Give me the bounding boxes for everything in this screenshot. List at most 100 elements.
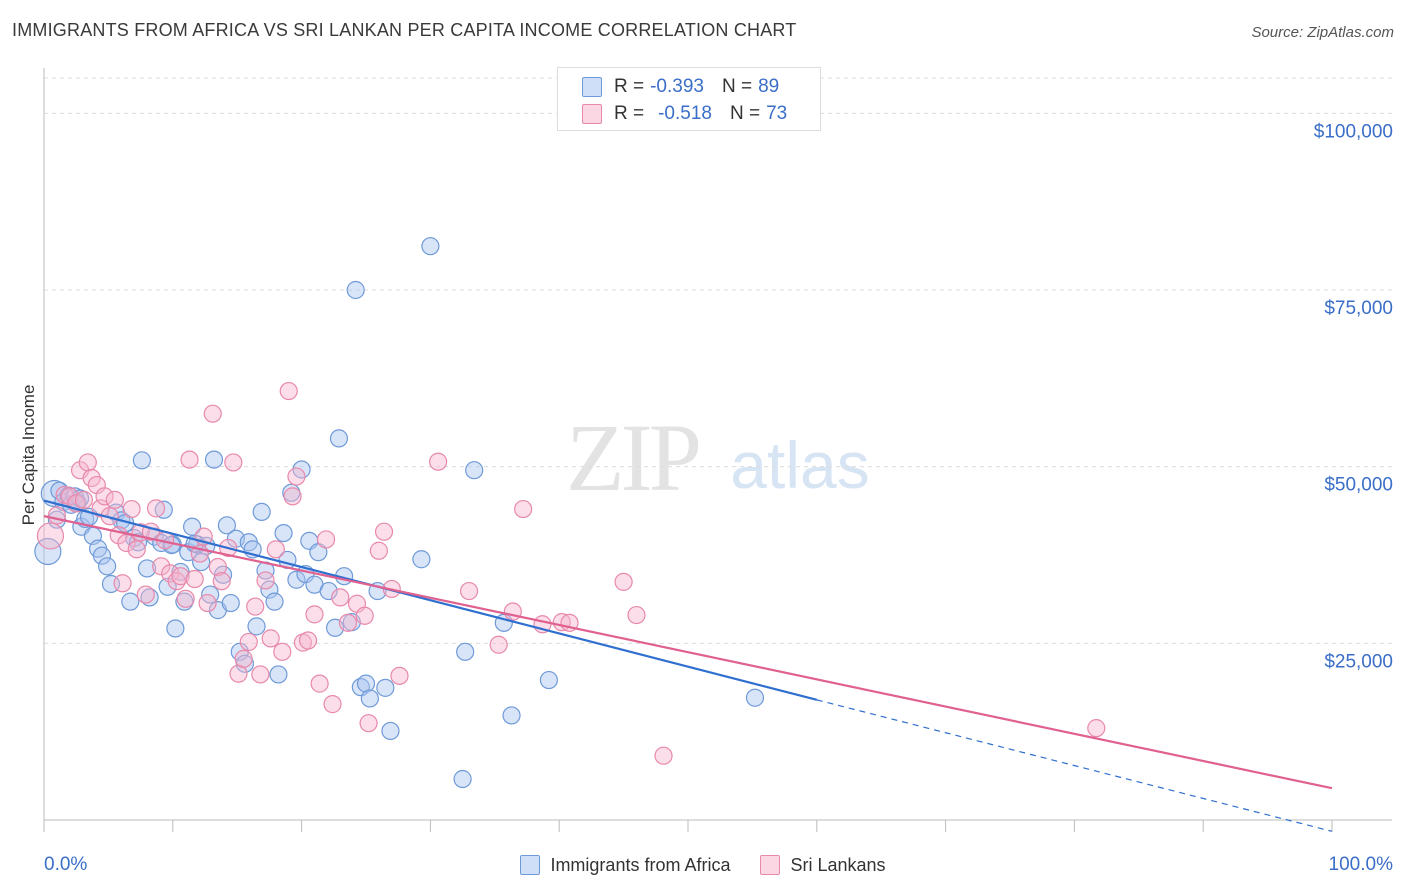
stats-n-value: 89 [758, 76, 780, 97]
point-africa [287, 570, 306, 589]
point-srilanka [180, 450, 199, 469]
y-tick-label: $75,000 [1324, 298, 1393, 319]
x-tick-label: 0.0% [44, 854, 87, 875]
point-srilanka [256, 571, 275, 590]
point-srilanka [355, 606, 374, 625]
point-srilanka [459, 581, 479, 601]
point-srilanka [171, 567, 190, 586]
point-africa [260, 580, 279, 599]
point-srilanka [95, 487, 114, 506]
point-srilanka [654, 746, 673, 765]
point-africa [221, 593, 240, 613]
point-africa [166, 619, 185, 638]
point-srilanka [203, 404, 222, 423]
point-srilanka [261, 629, 280, 648]
point-srilanka [136, 585, 155, 604]
point-africa [421, 237, 440, 256]
point-srilanka [279, 381, 298, 401]
point-africa [356, 674, 376, 693]
point-srilanka [310, 674, 329, 693]
point-srilanka [359, 714, 378, 733]
trendline-africa-extension [816, 699, 1333, 832]
point-africa [132, 451, 151, 470]
point-srilanka [146, 499, 166, 518]
point-srilanka [627, 605, 646, 625]
point-africa [360, 689, 379, 708]
point-srilanka [323, 695, 342, 714]
y-tick-label: $50,000 [1324, 475, 1393, 496]
trendline-srilanka [43, 515, 1333, 790]
point-srilanka [429, 452, 448, 471]
point-africa [217, 516, 236, 535]
x-tick-label: 100.0% [1329, 854, 1394, 875]
point-srilanka [305, 605, 324, 624]
point-africa [502, 706, 521, 725]
point-srilanka [273, 642, 292, 661]
chart-title: IMMIGRANTS FROM AFRICA VS SRI LANKAN PER… [12, 20, 797, 40]
point-srilanka [298, 631, 318, 650]
legend-swatch-africa [520, 855, 541, 875]
y-tick-label: $25,000 [1324, 651, 1393, 672]
point-africa [453, 769, 472, 789]
point-srilanka [266, 540, 285, 559]
stats-row-srilanka: R = -0.518 N = 73 [582, 101, 787, 127]
point-africa [412, 550, 431, 569]
stats-row-africa: R = -0.393 N = 89 [582, 74, 779, 100]
point-srilanka [1087, 719, 1106, 738]
stats-r-label: R = [614, 103, 645, 124]
point-africa [381, 721, 400, 741]
point-africa [319, 581, 338, 601]
legend-swatch-srilanka [760, 855, 781, 875]
point-africa [137, 559, 157, 578]
y-tick-label: $100,000 [1314, 121, 1393, 142]
point-africa [92, 546, 112, 565]
point-africa [329, 429, 349, 448]
point-africa [98, 557, 117, 576]
point-africa [154, 500, 173, 519]
point-africa [274, 523, 293, 543]
point-africa [346, 280, 365, 300]
point-srilanka [316, 530, 336, 549]
point-africa [465, 461, 484, 480]
point-africa [121, 592, 140, 611]
point-srilanka [224, 453, 243, 472]
point-srilanka [47, 506, 66, 525]
point-srilanka [234, 649, 253, 668]
stats-n-label: N = [721, 76, 753, 97]
point-srilanka [152, 557, 171, 576]
point-srilanka [198, 593, 217, 613]
point-srilanka [239, 632, 258, 652]
legend-item-africa[interactable]: Immigrants from Africa [520, 855, 730, 876]
point-africa [456, 642, 475, 661]
source-credit: Source: ZipAtlas.com [1251, 24, 1394, 41]
point-africa [158, 577, 177, 596]
stats-r-value: -0.393 [650, 76, 704, 97]
legend-item-srilanka[interactable]: Sri Lankans [760, 855, 886, 876]
watermark-zip: ZIP [566, 404, 699, 511]
point-srilanka [246, 597, 265, 616]
point-srilanka [614, 572, 633, 591]
point-srilanka [78, 453, 97, 472]
point-srilanka [105, 490, 124, 509]
stats-swatch-srilanka [582, 104, 602, 124]
point-srilanka [36, 522, 65, 550]
point-africa [265, 592, 284, 611]
point-srilanka [287, 467, 306, 486]
point-srilanka [374, 522, 394, 541]
point-srilanka [390, 666, 409, 685]
point-srilanka [185, 569, 204, 589]
stats-legend: R = -0.393 N = 89 R = -0.518 N = 73 [557, 67, 821, 131]
point-srilanka [208, 557, 227, 577]
trendline-africa [43, 499, 818, 701]
point-srilanka [331, 588, 350, 607]
point-srilanka [369, 541, 388, 560]
stats-swatch-africa [582, 77, 602, 97]
legend-label-africa: Immigrants from Africa [550, 854, 731, 875]
point-srilanka [514, 499, 533, 519]
point-srilanka [176, 589, 195, 608]
point-africa [204, 450, 224, 469]
point-srilanka [212, 572, 231, 591]
chart-legend: Immigrants from Africa Sri Lankans [0, 852, 1406, 878]
stats-r-label: R = [614, 76, 645, 97]
